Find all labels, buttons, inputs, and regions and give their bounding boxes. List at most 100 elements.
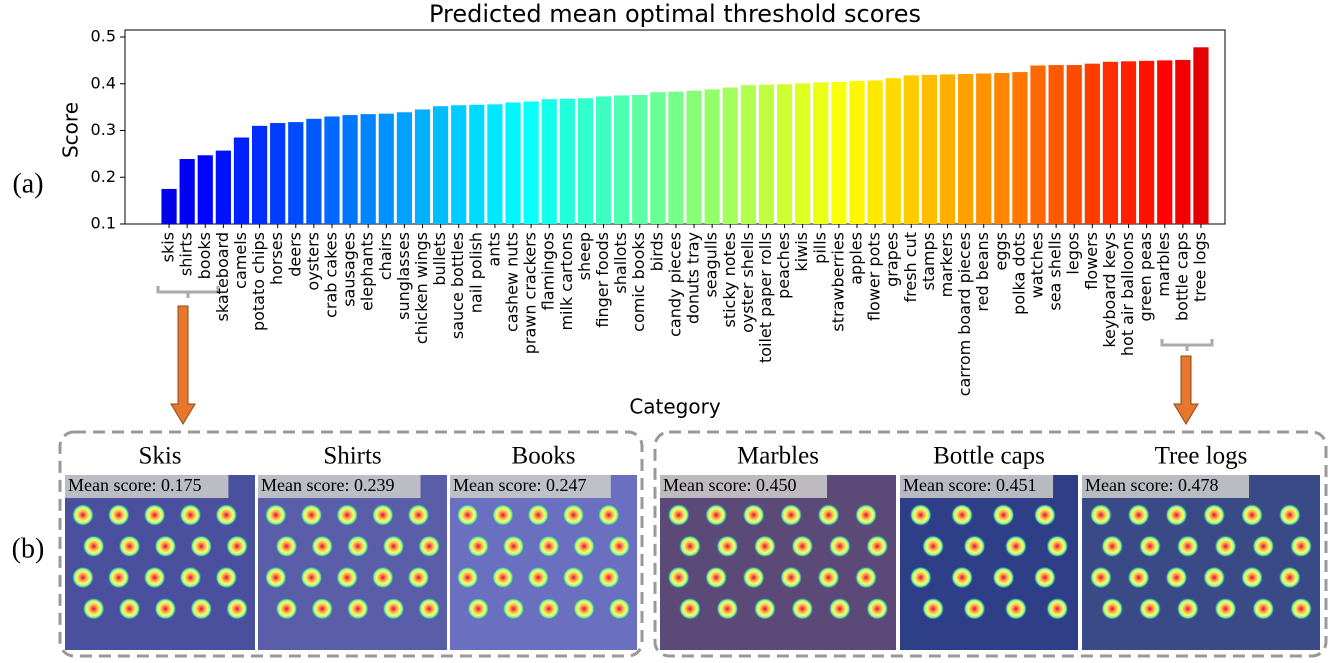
heatmap-spot: [1046, 598, 1068, 620]
bar: [306, 119, 321, 224]
heatmap-spot: [1290, 598, 1312, 620]
x-tick-label: books: [195, 232, 214, 279]
heatmap-spot: [1290, 535, 1312, 557]
heatmap-spot: [829, 598, 851, 620]
heatmap-spot: [964, 598, 986, 620]
bar: [650, 92, 665, 224]
heatmap-spot: [791, 535, 813, 557]
x-tick-label: crab cakes: [321, 232, 340, 318]
x-tick-label: sauce bottles: [448, 232, 467, 339]
heatmap-spot: [1090, 504, 1112, 526]
heatmap-spot: [608, 598, 630, 620]
heatmap-spot: [705, 567, 727, 589]
heatmap-spot: [992, 504, 1014, 526]
bar: [614, 95, 629, 224]
bar: [397, 112, 412, 224]
heatmap-spot: [300, 567, 322, 589]
heatmap-spot: [1101, 598, 1123, 620]
bar: [451, 105, 466, 224]
heatmap-spot: [383, 535, 405, 557]
heatmap-spot: [226, 598, 248, 620]
heatmap-spot: [964, 535, 986, 557]
panel-label: (b): [12, 533, 45, 564]
heatmap-spot: [418, 598, 440, 620]
x-tick-label: deers: [285, 232, 304, 277]
heatmap-spot: [372, 504, 394, 526]
x-tick-label: candy pieces: [665, 232, 684, 337]
heatmap-spot: [910, 567, 932, 589]
heatmap-spot: [705, 504, 727, 526]
bar: [723, 87, 738, 224]
heatmap-spot: [1005, 598, 1027, 620]
x-tick-label: flowers: [1082, 232, 1101, 290]
heatmap-spot: [407, 504, 429, 526]
x-tick-label: birds: [647, 232, 666, 271]
heatmap-spot: [154, 598, 176, 620]
x-tick-label: cashew nuts: [503, 232, 522, 332]
example-image: [65, 475, 255, 650]
heatmap-spot: [951, 567, 973, 589]
bar: [813, 82, 828, 224]
heatmap-spot: [866, 598, 888, 620]
bar: [596, 96, 611, 224]
bar: [234, 138, 249, 224]
heatmap-spot: [866, 535, 888, 557]
heatmap-spot: [265, 504, 287, 526]
x-tick-label: bottle caps: [1172, 232, 1191, 321]
chart-title: Predicted mean optimal threshold scores: [429, 0, 921, 28]
bar: [922, 75, 937, 224]
example-title: Bottle caps: [933, 443, 1045, 470]
example-image: [258, 475, 447, 650]
example-title: Skis: [138, 443, 181, 470]
heatmap-spot: [743, 504, 765, 526]
bar: [849, 81, 864, 224]
x-tick-label: flower pots: [865, 232, 884, 321]
heatmap-spot: [562, 504, 584, 526]
heatmap-spot: [922, 598, 944, 620]
y-axis-label: Score: [59, 102, 83, 158]
heatmap-spot: [992, 567, 1014, 589]
bar: [1012, 72, 1027, 224]
bar: [361, 114, 376, 224]
heatmap-spot: [144, 567, 166, 589]
heatmap-spot: [119, 535, 141, 557]
arrow: [1174, 356, 1198, 424]
heatmap-spot: [276, 598, 298, 620]
heatmap-spot: [1177, 535, 1199, 557]
bar: [1193, 47, 1208, 224]
x-tick-label: camels: [231, 232, 250, 289]
heatmap-spot: [1241, 504, 1263, 526]
x-tick-label: sunglasses: [394, 232, 413, 320]
bar: [469, 105, 484, 224]
figure: Predicted mean optimal threshold scores …: [0, 0, 1332, 659]
bar: [940, 74, 955, 224]
heatmap-spot: [503, 535, 525, 557]
bar: [578, 98, 593, 224]
bar: [379, 114, 394, 224]
heatmap-spot: [83, 598, 105, 620]
example-image: [660, 475, 896, 650]
heatmap-spot: [311, 535, 333, 557]
heatmap-spot: [179, 504, 201, 526]
x-tick-label: red beans: [973, 232, 992, 312]
heatmap-spot: [562, 567, 584, 589]
x-tick-label: watches: [1028, 232, 1047, 298]
heatmap-spot: [72, 567, 94, 589]
heatmap-spot: [154, 535, 176, 557]
heatmap-spot: [190, 598, 212, 620]
heatmap-spot: [743, 567, 765, 589]
heatmap-spot: [276, 535, 298, 557]
score-label: Mean score: 0.451: [903, 475, 1036, 495]
bar: [976, 73, 991, 224]
heatmap-spot: [215, 567, 237, 589]
heatmap-spot: [527, 567, 549, 589]
heatmap-spot: [818, 504, 840, 526]
x-tick-label: sea shells: [1046, 232, 1065, 311]
heatmap-spot: [1128, 504, 1150, 526]
x-tick-label: prawn crackers: [521, 232, 540, 354]
heatmap-spot: [144, 504, 166, 526]
heatmap-spot: [716, 535, 738, 557]
bar: [759, 85, 774, 224]
heatmap-spot: [910, 504, 932, 526]
bar: [1157, 60, 1172, 224]
